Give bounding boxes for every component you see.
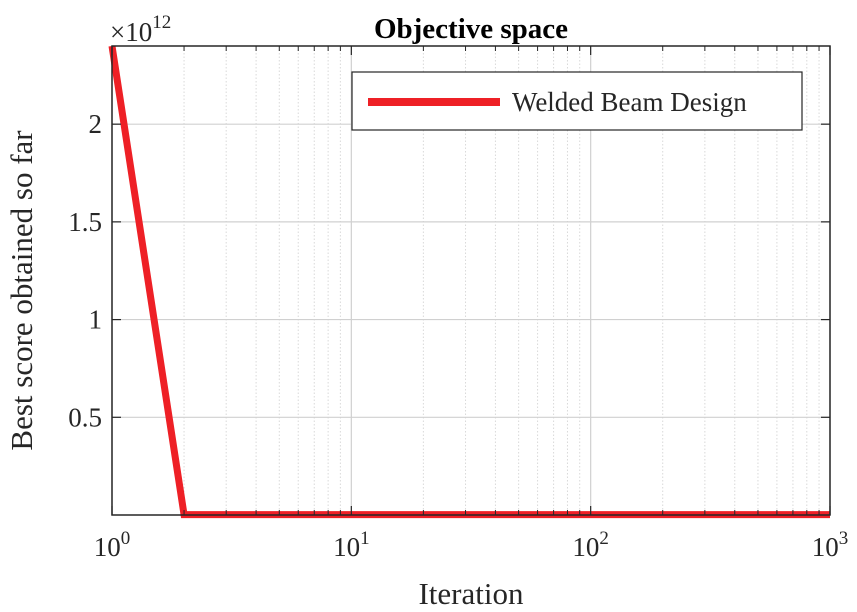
x-tick-label-exponent: 2 — [599, 528, 609, 549]
axes-box — [111, 45, 831, 516]
y-axis-multiplier-base: ×10 — [110, 17, 152, 47]
y-axis-multiplier: ×1012 — [110, 12, 171, 47]
y-tick-label: 2 — [89, 109, 103, 139]
x-tick-label: 101 — [333, 528, 370, 562]
y-axis-label: Best score obtained so far — [4, 130, 39, 451]
y-tick-label: 1.5 — [68, 207, 102, 237]
x-tick-label: 103 — [812, 528, 849, 562]
x-tick-label: 102 — [572, 528, 609, 562]
y-tick-label: 1 — [89, 305, 103, 335]
chart-title: Objective space — [374, 13, 568, 45]
x-tick-label: 100 — [94, 528, 131, 562]
x-tick-label-base: 10 — [812, 532, 839, 562]
x-tick-label-exponent: 0 — [121, 528, 131, 549]
y-tick-label: 0.5 — [68, 402, 102, 432]
x-tick-label-base: 10 — [333, 532, 360, 562]
x-tick-label-base: 10 — [94, 532, 121, 562]
x-tick-label-base: 10 — [572, 532, 599, 562]
legend-label-welded-beam-design: Welded Beam Design — [512, 87, 747, 117]
x-axis-label: Iteration — [418, 576, 524, 611]
legend: Welded Beam Design — [351, 71, 803, 131]
x-tick-label-exponent: 1 — [360, 528, 370, 549]
y-axis-multiplier-exponent: 12 — [152, 12, 171, 33]
x-tick-label-exponent: 3 — [839, 528, 849, 549]
